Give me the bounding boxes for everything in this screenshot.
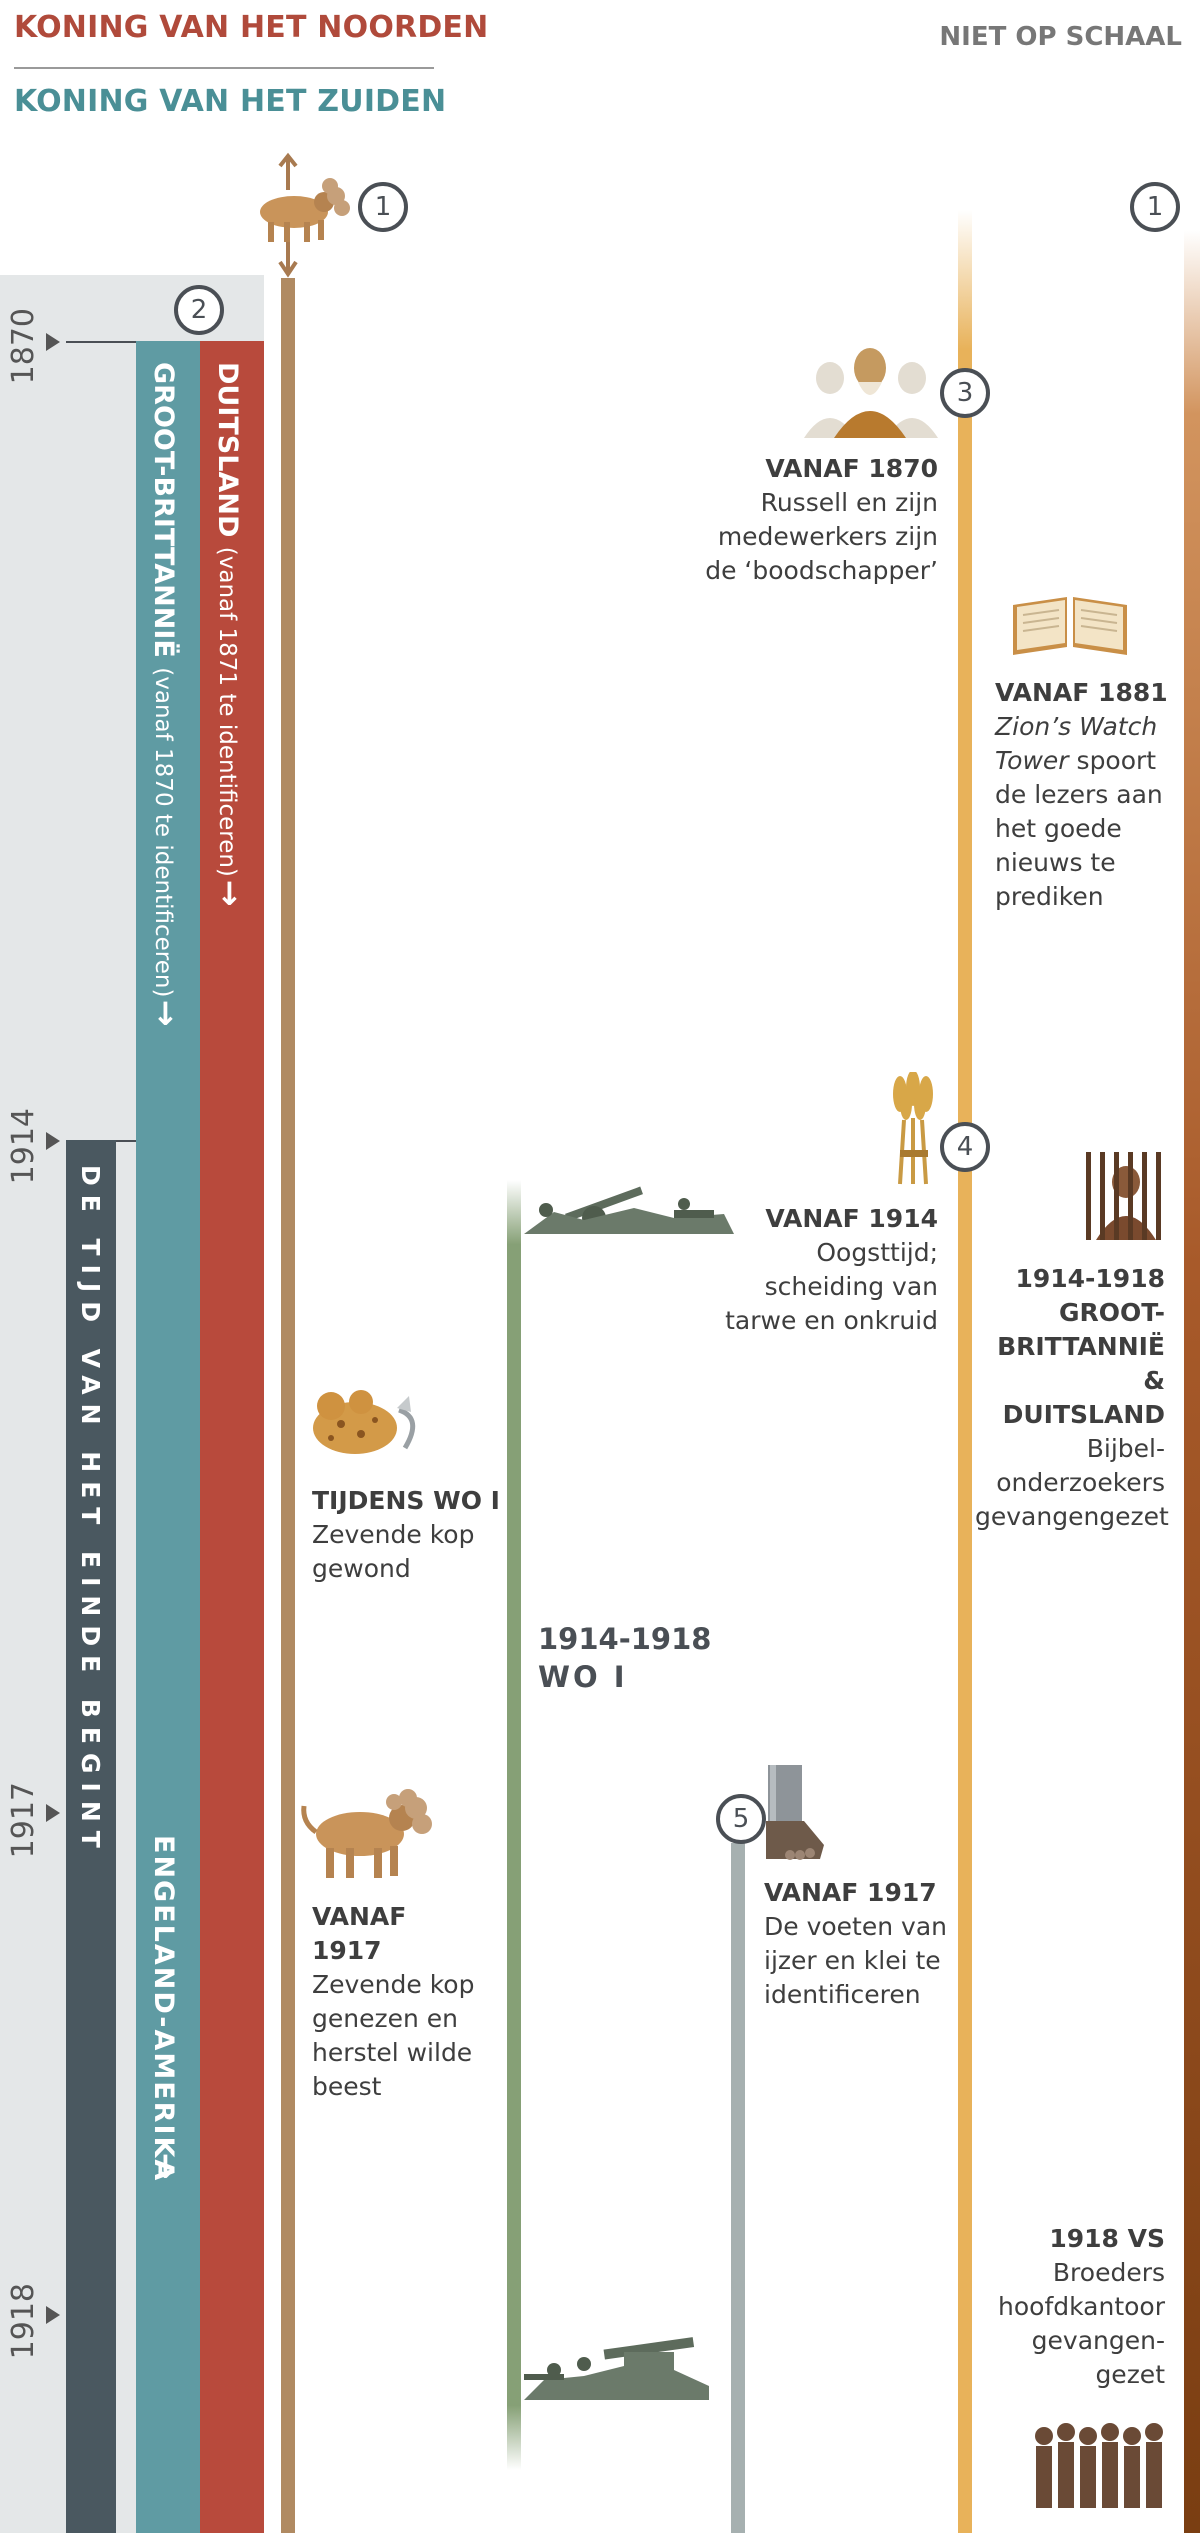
tick-1918 bbox=[46, 2306, 60, 2324]
england-america-label: ENGELAND-AMERIKA bbox=[148, 1835, 179, 2183]
britain-title: GROOT-BRITTANNIË bbox=[148, 362, 179, 658]
legend-south: KONING VAN HET ZUIDEN bbox=[14, 84, 447, 119]
event-prison-body: Bijbel-onderzoekers gevangengezet bbox=[975, 1434, 1169, 1531]
ww1-line bbox=[507, 1180, 521, 2470]
year-1917: 1917 bbox=[6, 1782, 41, 1859]
germany-title: DUITSLAND bbox=[212, 362, 243, 538]
year-1870: 1870 bbox=[6, 308, 41, 385]
event-1870-title: VANAF 1870 bbox=[765, 454, 938, 483]
scale-note: NIET OP SCHAAL bbox=[939, 22, 1182, 52]
event-us-title: 1918 VS bbox=[1049, 2224, 1165, 2253]
event-us-body: Broeders hoofdkantoor gevangen-gezet bbox=[998, 2258, 1165, 2389]
event-heal-body: Zevende kop genezen en herstel wilde bee… bbox=[312, 1970, 475, 2101]
beast-healed-icon bbox=[298, 1782, 443, 1886]
group-prisoners-icon bbox=[1030, 2418, 1180, 2514]
marker-2: 2 bbox=[174, 285, 224, 335]
tick-1870 bbox=[46, 333, 60, 351]
germany-sub: (vanaf 1871 te identificeren) bbox=[214, 546, 240, 877]
event-1870-body: Russell en zijn medewerkers zijn de ‘boo… bbox=[705, 488, 938, 585]
marker-4: 4 bbox=[940, 1122, 990, 1172]
event-heal: VANAF 1917 Zevende kop genezen en herste… bbox=[312, 1900, 482, 2104]
england-america-arrow: ↓ bbox=[152, 2148, 179, 2186]
event-prison-title: 1914-1918 GROOT-BRITTANNIË & DUITSLAND bbox=[997, 1264, 1165, 1429]
beast-icon-top bbox=[244, 150, 360, 284]
event-feet-body: De voeten van ijzer en klei te identific… bbox=[764, 1912, 947, 2009]
wheat-icon bbox=[878, 1070, 948, 1191]
book-icon bbox=[1005, 585, 1135, 664]
event-ww1-title: 1914-1918 bbox=[538, 1622, 712, 1656]
germany-arrow: ↓ bbox=[216, 875, 243, 913]
britain-label: GROOT-BRITTANNIË (vanaf 1870 te identifi… bbox=[148, 362, 179, 997]
marker-1-left: 1 bbox=[358, 182, 408, 232]
marker-1-right: 1 bbox=[1130, 182, 1180, 232]
event-ww1-head-title: TIJDENS WO I bbox=[312, 1486, 500, 1515]
event-ww1-sub: WO I bbox=[538, 1660, 628, 1694]
event-prison: 1914-1918 GROOT-BRITTANNIË & DUITSLAND B… bbox=[975, 1262, 1169, 1534]
event-1881: VANAF 1881 Zion’s Watch Tower spoort de … bbox=[995, 676, 1180, 914]
year-1918: 1918 bbox=[6, 2283, 41, 2360]
wounded-head-icon bbox=[305, 1378, 435, 1468]
event-us-1918: 1918 VS Broeders hoofdkantoor gevangen-g… bbox=[975, 2222, 1165, 2392]
event-1881-title: VANAF 1881 bbox=[995, 678, 1168, 707]
event-ww1-head-body: Zevende kop gewond bbox=[312, 1520, 475, 1583]
marker-5: 5 bbox=[716, 1794, 766, 1844]
britain-sub: (vanaf 1870 te identificeren) bbox=[150, 667, 176, 998]
soldiers-top-icon bbox=[524, 1168, 734, 1238]
year-1914: 1914 bbox=[6, 1108, 41, 1185]
event-ww1: 1914-1918 WO I bbox=[538, 1620, 711, 1696]
tick-1914 bbox=[46, 1132, 60, 1150]
brown-line bbox=[1184, 230, 1200, 2533]
event-ww1-head: TIJDENS WO I Zevende kop gewond bbox=[312, 1484, 502, 1586]
bar-germany bbox=[200, 341, 264, 2533]
marker-3: 3 bbox=[940, 368, 990, 418]
event-1914-body: Oogsttijd; scheiding van tarwe en onkrui… bbox=[725, 1238, 938, 1335]
feet-icon bbox=[760, 1765, 850, 1865]
legend-divider bbox=[14, 67, 434, 69]
event-feet: VANAF 1917 De voeten van ijzer en klei t… bbox=[764, 1876, 954, 2012]
event-1881-italic: Zion’s Watch Tower bbox=[995, 712, 1158, 775]
russell-icon bbox=[800, 338, 940, 442]
event-1881-body: spoort de lezers aan het goede nieuws te… bbox=[995, 746, 1163, 911]
beast-line bbox=[281, 278, 295, 2533]
germany-label: DUITSLAND (vanaf 1871 te identificeren) bbox=[212, 362, 243, 877]
time-end-label: DE TIJD VAN HET EINDE BEGINT bbox=[76, 1165, 105, 1857]
soldiers-bottom-icon bbox=[524, 2330, 709, 2404]
event-1870: VANAF 1870 Russell en zijn medewerkers z… bbox=[680, 452, 938, 588]
feet-line bbox=[731, 1843, 745, 2533]
event-feet-title: VANAF 1917 bbox=[764, 1878, 937, 1907]
event-heal-title: VANAF 1917 bbox=[312, 1902, 407, 1965]
bar-time-end bbox=[66, 1140, 116, 2533]
tick-1917 bbox=[46, 1804, 60, 1822]
britain-arrow: ↓ bbox=[152, 995, 179, 1033]
event-1914-title: VANAF 1914 bbox=[765, 1204, 938, 1233]
bar-britain bbox=[136, 341, 200, 2533]
prison-icon bbox=[1078, 1152, 1173, 1244]
orange-line bbox=[958, 210, 972, 2533]
event-1914: VANAF 1914 Oogsttijd; scheiding van tarw… bbox=[700, 1202, 938, 1338]
legend-north: KONING VAN HET NOORDEN bbox=[14, 10, 489, 45]
